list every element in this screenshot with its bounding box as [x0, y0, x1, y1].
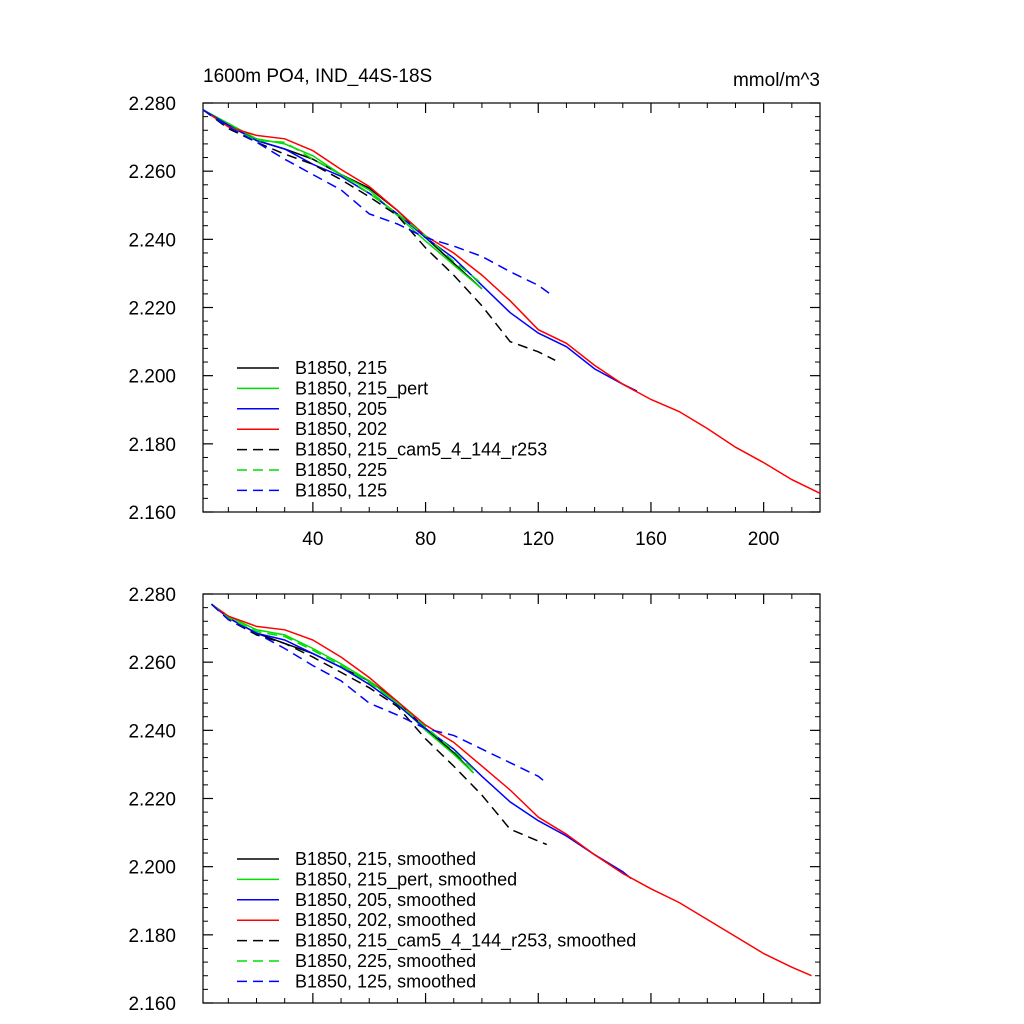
legend-label: B1850, 215_cam5_4_144_r253, smoothed — [295, 931, 636, 952]
top-panel: 40 80 120 160 200 2.160 2.180 2.200 2.220 2.240 2.… — [128, 94, 821, 550]
x-tick-label: 40 — [302, 529, 323, 550]
y-tick-label: 2.240 — [128, 721, 176, 742]
y-tick-label: 2.200 — [128, 367, 176, 388]
series-line — [202, 109, 821, 494]
series-line — [202, 109, 483, 290]
y-tick-label: 2.220 — [128, 299, 176, 320]
x-tick-label: 200 — [748, 529, 780, 550]
legend-label: B1850, 125 — [295, 480, 387, 500]
legend-label: B1850, 215_pert, smoothed — [295, 869, 517, 890]
series-line — [211, 603, 475, 774]
series-line — [202, 109, 556, 361]
legend-label: B1850, 225 — [295, 460, 387, 480]
series-line — [202, 109, 553, 297]
series-line — [210, 603, 547, 846]
y-tick-label: 2.280 — [128, 94, 176, 115]
y-tick-label: 2.220 — [128, 790, 176, 811]
legend-label: B1850, 215_pert — [295, 378, 428, 399]
y-tick-label: 2.180 — [128, 926, 176, 947]
legend-label: B1850, 205 — [295, 399, 387, 419]
legend-label: B1850, 215 — [295, 358, 387, 378]
x-tick-label: 80 — [415, 529, 436, 550]
legend-label: B1850, 205, smoothed — [295, 890, 476, 910]
y-tick-label: 2.200 — [128, 858, 176, 879]
legend-label: B1850, 202, smoothed — [295, 910, 476, 930]
chart-title: 1600m PO4, IND_44S-18S — [203, 66, 432, 87]
legend-label: B1850, 125, smoothed — [295, 971, 476, 991]
series-line — [211, 603, 475, 771]
legend-label: B1850, 202 — [295, 419, 387, 439]
series-line — [211, 603, 632, 880]
y-tick-label: 2.240 — [128, 230, 176, 251]
legend-label: B1850, 225, smoothed — [295, 951, 476, 971]
x-tick-label: 160 — [635, 529, 667, 550]
series-line — [211, 603, 812, 977]
y-tick-label: 2.180 — [128, 435, 176, 456]
y-tick-label: 2.260 — [128, 162, 176, 183]
y-tick-label: 2.260 — [128, 653, 176, 674]
x-tick-label: 120 — [522, 529, 554, 550]
legend-label: B1850, 215_cam5_4_144_r253 — [295, 440, 547, 461]
series-line — [202, 109, 483, 285]
y-tick-label: 2.160 — [128, 994, 176, 1015]
series-line — [202, 109, 638, 392]
bottom-panel: 2.160 2.180 2.200 2.220 2.240 2.260 2.280 B1850… — [128, 585, 821, 1015]
units-label: mmol/m^3 — [733, 70, 820, 91]
legend-label: B1850, 215, smoothed — [295, 849, 476, 869]
y-tick-label: 2.280 — [128, 585, 176, 606]
y-tick-label: 2.160 — [128, 503, 176, 524]
